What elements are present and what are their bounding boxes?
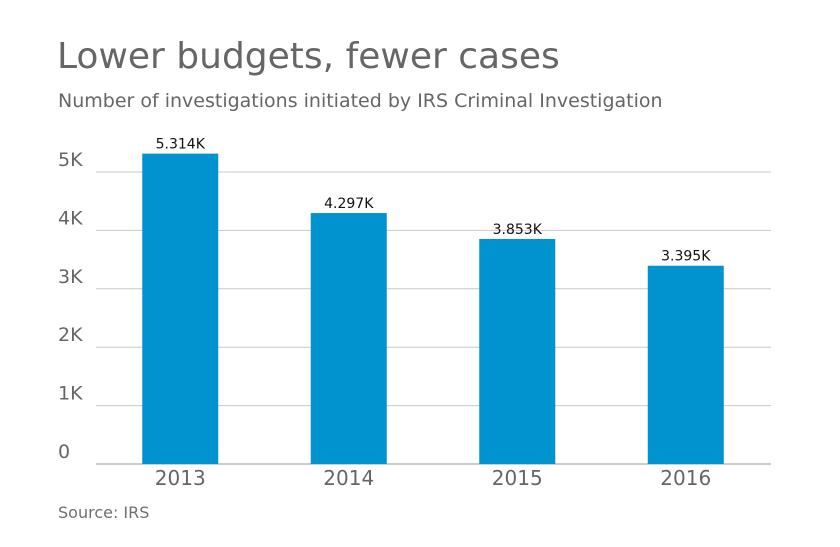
- chart-subtitle: Number of investigations initiated by IR…: [58, 90, 663, 112]
- bar-2015: [479, 238, 556, 464]
- y-tick-label: 4K: [58, 207, 83, 229]
- x-tick-label-2016: 2016: [660, 466, 711, 490]
- x-tick-label-2015: 2015: [492, 466, 543, 490]
- data-label-2016: 3.395K: [661, 249, 711, 265]
- x-tick-label-2014: 2014: [323, 466, 374, 490]
- source-note: Source: IRS: [58, 503, 150, 522]
- data-label-2014: 4.297K: [324, 196, 374, 212]
- bar-2013: [142, 153, 219, 464]
- bar-2016: [647, 265, 724, 464]
- y-axis-tick-labels: 0 1K 2K 3K 4K 5K: [58, 149, 83, 463]
- bar-2014: [310, 213, 387, 464]
- y-tick-label: 1K: [58, 383, 83, 405]
- x-axis-tick-labels: 2013 2014 2015 2016: [155, 466, 711, 490]
- y-tick-label: 2K: [58, 324, 83, 346]
- y-tick-label: 5K: [58, 149, 83, 171]
- data-label-2013: 5.314K: [156, 137, 206, 153]
- y-tick-label: 3K: [58, 266, 83, 288]
- data-label-2015: 3.853K: [493, 222, 543, 238]
- data-labels: 5.314K 4.297K 3.853K 3.395K: [156, 137, 712, 265]
- x-tick-label-2013: 2013: [155, 466, 206, 490]
- bars: [142, 153, 724, 464]
- chart-title: Lower budgets, fewer cases: [57, 36, 560, 77]
- y-tick-label: 0: [58, 441, 70, 463]
